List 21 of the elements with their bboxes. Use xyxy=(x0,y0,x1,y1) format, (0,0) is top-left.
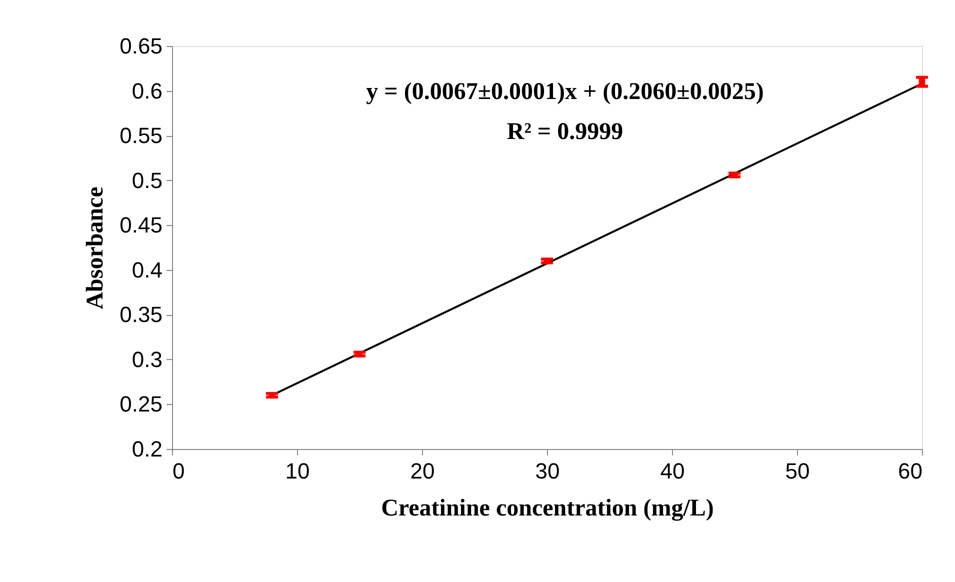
y-tick-label: 0.3 xyxy=(132,346,162,372)
y-tick-label: 0.45 xyxy=(120,212,162,238)
x-tick-label: 10 xyxy=(285,458,310,484)
x-tick-label: 20 xyxy=(410,458,435,484)
annotation: y = (0.0067±0.0001)x + (0.2060±0.0025) xyxy=(366,79,764,105)
y-tick-label: 0.6 xyxy=(132,78,162,104)
y-tick-label: 0.2 xyxy=(132,436,162,462)
annotation: R² = 0.9999 xyxy=(506,119,624,145)
y-tick-label: 0.55 xyxy=(120,123,162,148)
y-tick-label: 0.5 xyxy=(132,168,162,193)
y-tick-label: 0.65 xyxy=(120,34,162,58)
x-tick-label: 30 xyxy=(535,458,560,484)
y-axis-title: Absorbance xyxy=(82,186,109,310)
x-tick-label: 40 xyxy=(660,458,685,484)
y-tick-label: 0.25 xyxy=(120,392,162,417)
y-tick-label: 0.35 xyxy=(120,302,162,328)
x-axis-title: Creatinine concentration (mg/L) xyxy=(381,496,714,522)
x-tick-label: 60 xyxy=(898,458,922,484)
x-tick-label: 50 xyxy=(785,458,810,484)
y-tick-label: 0.4 xyxy=(132,257,162,282)
x-tick-label: 0 xyxy=(172,458,185,484)
